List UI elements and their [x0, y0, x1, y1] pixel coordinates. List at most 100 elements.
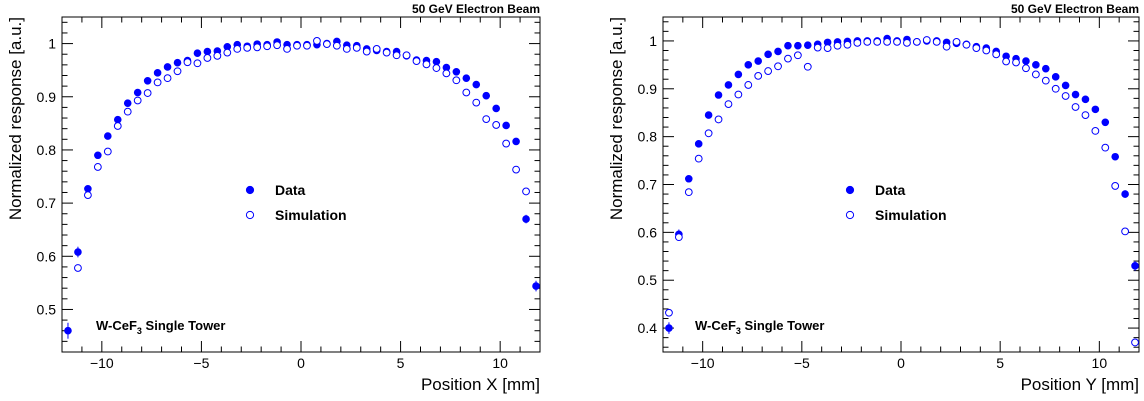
- data-point: [1111, 152, 1119, 161]
- data-point: [153, 69, 162, 77]
- data-point: [684, 174, 693, 183]
- data-point: [472, 80, 481, 89]
- simulation-point: [863, 37, 872, 46]
- simulation-point: [962, 40, 971, 49]
- legend-marker-data: [245, 185, 255, 195]
- simulation-point: [813, 43, 822, 52]
- simulation-point: [942, 42, 951, 51]
- simulation-point: [442, 69, 451, 78]
- data-point: [74, 248, 82, 256]
- simulation-point: [402, 51, 411, 60]
- chart-title: 50 GeV Electron Beam: [412, 2, 540, 16]
- simulation-point: [83, 191, 92, 200]
- simulation-point: [382, 48, 391, 57]
- simulation-point: [183, 58, 192, 67]
- y-tick-label: 0.4: [638, 320, 658, 336]
- simulation-point: [1131, 338, 1139, 347]
- y-axis-title: Normalized response [a.u.]: [6, 17, 25, 220]
- simulation-point: [492, 121, 501, 129]
- chart-title: 50 GeV Electron Beam: [1011, 2, 1139, 16]
- simulation-point: [74, 264, 82, 272]
- simulation-point: [793, 51, 802, 60]
- simulation-point: [992, 50, 1001, 59]
- data-point: [1022, 57, 1030, 65]
- data-point: [1051, 73, 1060, 81]
- simulation-point: [462, 88, 471, 97]
- data-point: [1091, 105, 1100, 114]
- simulation-point: [263, 42, 272, 51]
- legend: Data Simulation: [245, 182, 347, 223]
- simulation-point: [1081, 111, 1090, 120]
- simulation-point: [412, 57, 421, 66]
- legend-marker-data: [845, 185, 855, 195]
- detector-label-subscript: 3: [137, 326, 142, 336]
- data-point: [522, 215, 530, 223]
- simulation-point: [283, 45, 291, 53]
- data-point: [462, 74, 471, 82]
- x-tick-label: 10: [492, 355, 508, 371]
- simulation-point: [803, 62, 812, 71]
- legend-label-data: Data: [275, 182, 306, 198]
- data-point: [492, 104, 500, 113]
- data-point: [482, 91, 491, 100]
- simulation-point: [744, 81, 753, 89]
- y-tick-label: 0.8: [638, 129, 658, 145]
- legend-label-data: Data: [875, 182, 906, 198]
- data-point: [784, 41, 792, 50]
- data-point: [665, 324, 673, 332]
- x-tick-label: 5: [996, 355, 1004, 371]
- simulation-point: [1041, 76, 1050, 85]
- y-tick-label: 0.6: [37, 248, 57, 264]
- data-point: [724, 81, 733, 89]
- simulation-point: [472, 98, 481, 107]
- simulation-point: [173, 67, 182, 76]
- y-tick-label: 1: [48, 36, 56, 52]
- x-tick-label: −5: [193, 355, 209, 371]
- legend-label-simulation: Simulation: [275, 207, 347, 223]
- data-point: [123, 99, 132, 107]
- simulation-point: [372, 45, 381, 53]
- x-tick-label: −10: [90, 355, 114, 371]
- simulation-point: [922, 36, 931, 44]
- simulation-point: [1031, 70, 1040, 79]
- x-tick-label: 0: [897, 355, 905, 371]
- simulation-point: [903, 38, 911, 47]
- data-point: [143, 77, 152, 85]
- data-point: [1131, 262, 1139, 270]
- simulation-point: [843, 40, 852, 49]
- detector-label: W-CeF3 Single Tower: [96, 318, 225, 336]
- x-tick-label: 10: [1092, 355, 1108, 371]
- simulation-point: [1061, 92, 1070, 100]
- simulation-point: [952, 37, 961, 46]
- y-tick-label: 0.7: [638, 177, 658, 193]
- y-tick-label: 0.9: [37, 89, 57, 105]
- data-point: [704, 111, 713, 119]
- data-point: [1041, 64, 1050, 73]
- data-point: [1101, 118, 1110, 127]
- simulation-point: [123, 107, 132, 116]
- simulation-point: [332, 41, 341, 50]
- simulation-point: [833, 41, 842, 50]
- data-point: [203, 47, 212, 56]
- simulation-point: [482, 115, 491, 123]
- simulation-point: [972, 44, 981, 53]
- x-axis-title: Position Y [mm]: [1021, 375, 1139, 394]
- simulation-point: [893, 37, 901, 46]
- y-tick-label: 0.5: [638, 272, 658, 288]
- data-point: [84, 184, 92, 193]
- series-simulation: [665, 36, 1139, 347]
- simulation-point: [253, 43, 262, 52]
- simulation-point: [153, 78, 162, 87]
- y-axis-title: Normalized response [a.u.]: [607, 17, 626, 220]
- simulation-point: [392, 51, 401, 60]
- simulation-point: [1051, 84, 1060, 93]
- data-point: [432, 57, 441, 66]
- simulation-point: [213, 51, 222, 60]
- simulation-point: [1111, 182, 1120, 190]
- y-tick-label: 0.5: [37, 301, 57, 317]
- data-point: [1081, 95, 1090, 104]
- x-tick-label: −5: [794, 355, 810, 371]
- simulation-point: [912, 37, 921, 46]
- simulation-point: [502, 139, 511, 148]
